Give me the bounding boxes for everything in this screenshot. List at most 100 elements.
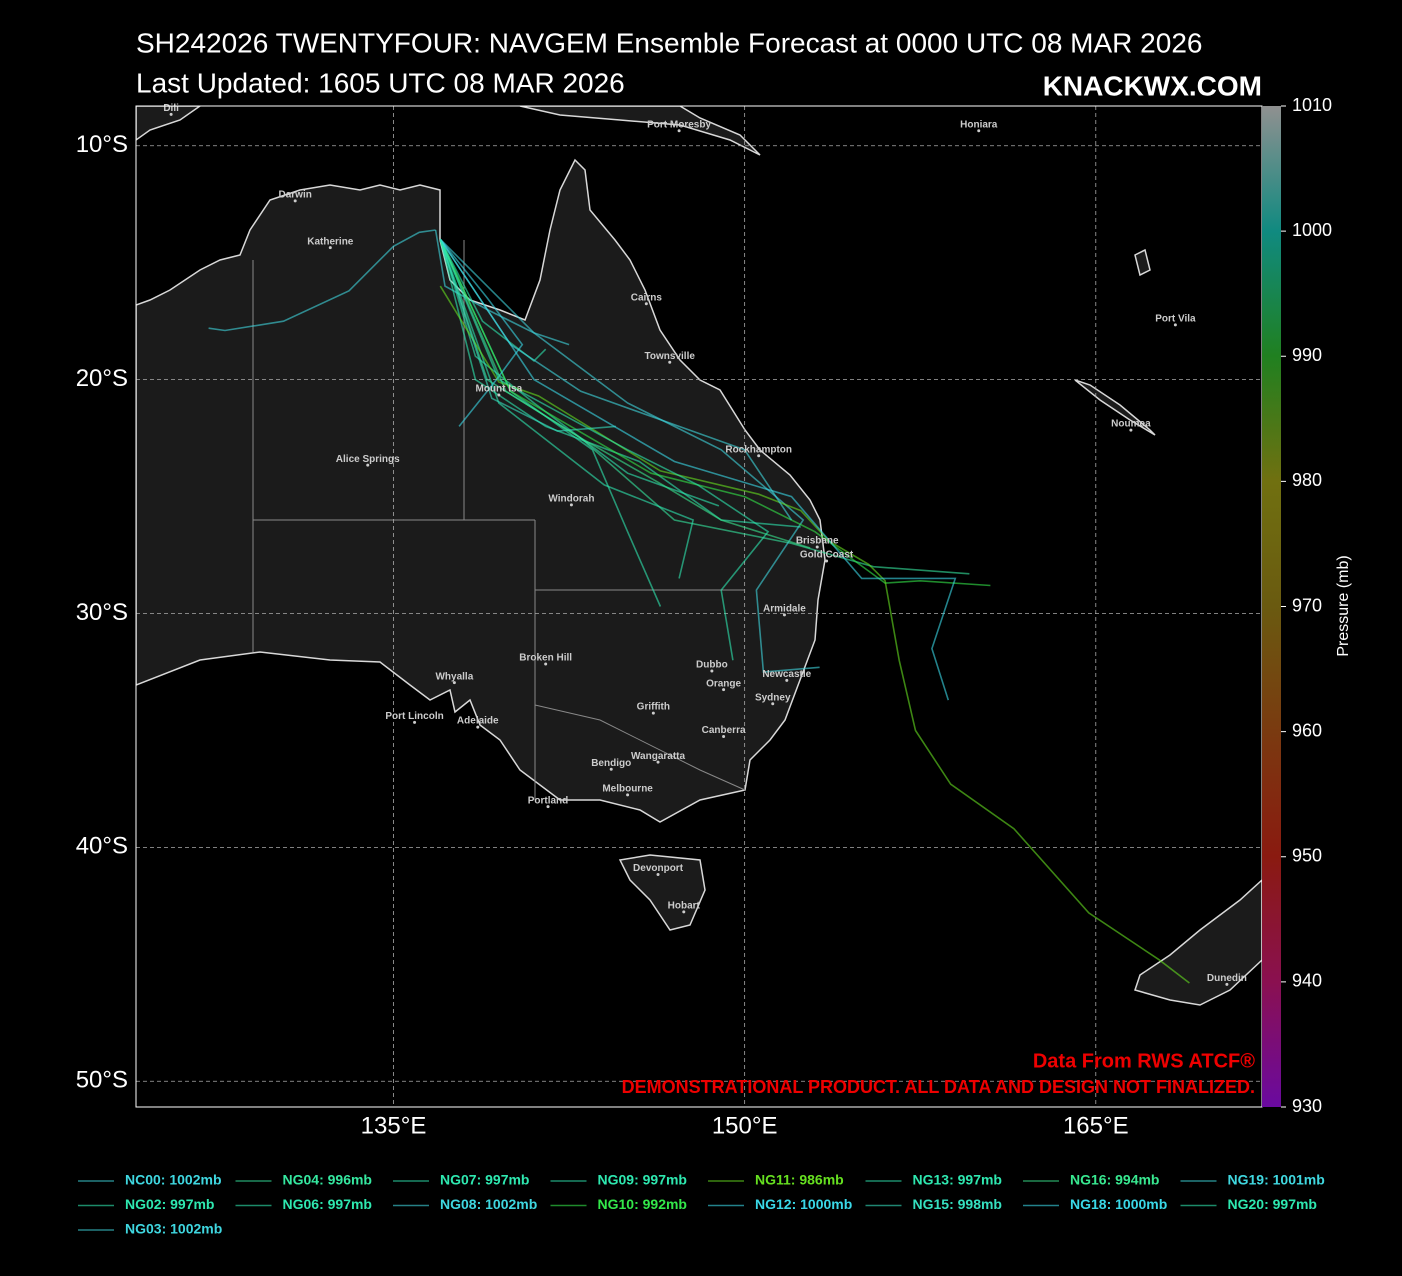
colorbar-tick-label: 1010 bbox=[1292, 95, 1332, 115]
track bbox=[439, 238, 770, 661]
city-dot bbox=[815, 545, 819, 549]
city-dot bbox=[1129, 428, 1133, 432]
y-tick-label: 50°S bbox=[76, 1067, 128, 1094]
colorbar-tick-label: 990 bbox=[1292, 345, 1322, 365]
city-label: Melbourne bbox=[602, 784, 653, 795]
city-dot bbox=[722, 688, 726, 692]
city-dot bbox=[825, 559, 829, 563]
disclaimer: DEMONSTRATIONAL PRODUCT. ALL DATA AND DE… bbox=[622, 1077, 1255, 1097]
city-dot bbox=[293, 199, 297, 203]
city-dot bbox=[656, 760, 660, 764]
city-dot bbox=[626, 793, 630, 797]
city-dot bbox=[1173, 323, 1177, 327]
city-dot bbox=[710, 669, 714, 673]
city-dot bbox=[782, 613, 786, 617]
chart-title: SH242026 TWENTYFOUR: NAVGEM Ensemble For… bbox=[136, 27, 1202, 58]
city-label: Broken Hill bbox=[519, 653, 572, 664]
track bbox=[208, 229, 436, 332]
city-dot bbox=[328, 246, 332, 250]
city-label: Rockhampton bbox=[725, 444, 792, 455]
land bbox=[1134, 878, 1262, 1006]
land bbox=[1134, 248, 1151, 277]
x-tick-label: 150°E bbox=[712, 1112, 778, 1139]
legend-label: NG19: 1001mb bbox=[1228, 1172, 1325, 1188]
colorbar bbox=[1262, 106, 1281, 1107]
colorbar-tick-label: 940 bbox=[1292, 971, 1322, 991]
city-dot bbox=[452, 681, 456, 685]
city-label: Windorah bbox=[548, 494, 594, 505]
city-label: Hobart bbox=[668, 901, 701, 912]
city-label: Adelaide bbox=[457, 716, 499, 727]
land bbox=[136, 106, 202, 141]
city-label: Port Lincoln bbox=[385, 711, 443, 722]
track bbox=[439, 239, 720, 507]
city-dot bbox=[771, 702, 775, 706]
legend-label: NC00: 1002mb bbox=[125, 1172, 222, 1188]
city-dot bbox=[668, 360, 672, 364]
city-dot bbox=[757, 454, 761, 458]
state-border bbox=[252, 240, 746, 800]
legend-label: NG09: 997mb bbox=[598, 1172, 687, 1188]
city-dot bbox=[644, 302, 648, 306]
city-dot bbox=[476, 725, 480, 729]
city-dot bbox=[977, 129, 981, 133]
city-label: Port Vila bbox=[1155, 313, 1196, 324]
city-label: Devonport bbox=[633, 863, 684, 874]
city-dot bbox=[544, 662, 548, 666]
track bbox=[439, 238, 957, 701]
legend-label: NG04: 996mb bbox=[283, 1172, 372, 1188]
legend-label: NG16: 994mb bbox=[1070, 1172, 1159, 1188]
colorbar-tick-label: 980 bbox=[1292, 470, 1322, 490]
legend-label: NG03: 1002mb bbox=[125, 1221, 222, 1237]
city-label: Portland bbox=[528, 795, 569, 806]
city-label: Canberra bbox=[702, 725, 746, 736]
x-tick-label: 135°E bbox=[361, 1112, 427, 1139]
x-tick-label: 165°E bbox=[1063, 1112, 1129, 1139]
city-label: Cairns bbox=[631, 292, 663, 303]
city-label: Katherine bbox=[307, 236, 354, 247]
colorbar-tick-label: 950 bbox=[1292, 846, 1322, 866]
city-label: Gold Coast bbox=[800, 550, 854, 561]
track bbox=[439, 239, 616, 432]
y-tick-label: 10°S bbox=[76, 131, 128, 158]
city-dot bbox=[785, 678, 789, 682]
chart-subtitle: Last Updated: 1605 UTC 08 MAR 2026 bbox=[136, 67, 625, 98]
city-dot bbox=[656, 872, 660, 876]
track bbox=[439, 285, 1190, 984]
track bbox=[439, 238, 793, 521]
city-label: Mount Isa bbox=[476, 384, 523, 395]
track bbox=[439, 238, 820, 673]
y-tick-label: 20°S bbox=[76, 365, 128, 392]
track bbox=[439, 238, 811, 549]
city-label: Newcastle bbox=[762, 669, 811, 680]
track bbox=[439, 239, 695, 579]
city-label: Noumea bbox=[1111, 419, 1151, 430]
legend-label: NG20: 997mb bbox=[1228, 1196, 1317, 1212]
city-label: Armidale bbox=[763, 603, 806, 614]
track bbox=[439, 238, 524, 427]
city-dot bbox=[413, 720, 417, 724]
city-label: Bendigo bbox=[591, 758, 631, 769]
city-dot bbox=[366, 463, 370, 467]
city-label: Whyalla bbox=[435, 671, 473, 682]
colorbar-tick-label: 970 bbox=[1292, 595, 1322, 615]
city-label: Townsville bbox=[645, 351, 696, 362]
city-dot bbox=[1225, 982, 1229, 986]
city-dot bbox=[722, 734, 726, 738]
source-note: Data From RWS ATCF® bbox=[1033, 1050, 1255, 1072]
y-tick-label: 40°S bbox=[76, 833, 128, 860]
colorbar-tick-label: 930 bbox=[1292, 1096, 1322, 1116]
legend-label: NG02: 997mb bbox=[125, 1196, 214, 1212]
legend-label: NG18: 1000mb bbox=[1070, 1196, 1167, 1212]
track bbox=[439, 239, 970, 575]
city-label: Dubbo bbox=[696, 660, 728, 671]
colorbar-tick-label: 960 bbox=[1292, 720, 1322, 740]
legend-label: NG08: 1002mb bbox=[440, 1196, 537, 1212]
y-tick-label: 30°S bbox=[76, 599, 128, 626]
legend-label: NG12: 1000mb bbox=[755, 1196, 852, 1212]
city-label: Griffith bbox=[637, 702, 670, 713]
city-label: Dili bbox=[163, 103, 179, 114]
